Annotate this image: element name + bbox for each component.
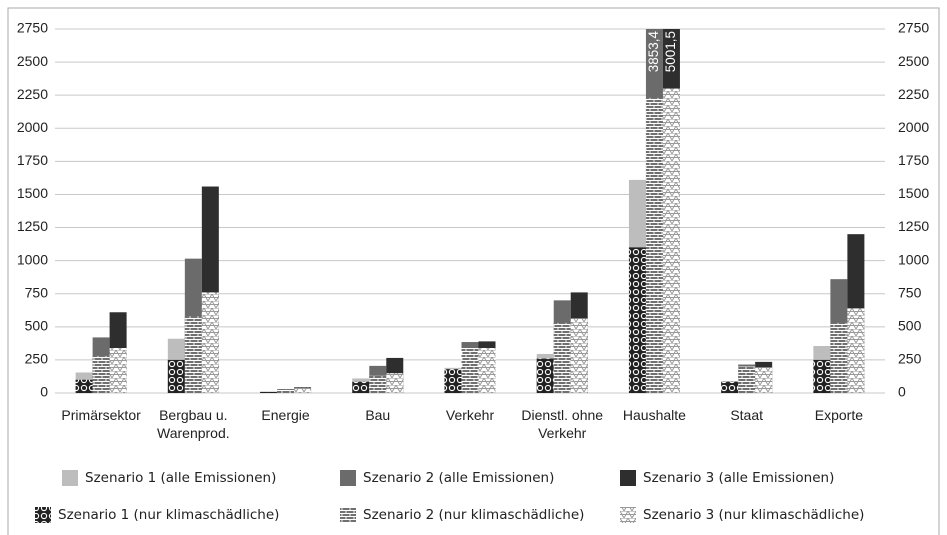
legend-label: Szenario 1 (alle Emissionen): [85, 470, 276, 486]
bar: [628, 247, 646, 393]
legend-swatch: [340, 507, 356, 523]
bar: [461, 347, 479, 393]
y-tick-label: 1250: [17, 218, 48, 234]
y-tick-label: 2250: [17, 86, 48, 102]
bar: [352, 381, 370, 393]
legend-label: Szenario 2 (alle Emissionen): [363, 470, 554, 486]
legend-swatch: [620, 470, 636, 486]
legend-label: Szenario 2 (nur klimaschädliche): [363, 507, 584, 523]
y-tick-label: 2000: [17, 119, 48, 135]
legend-swatch: [62, 470, 78, 486]
value-label: 5001,5: [663, 31, 678, 72]
y-tick-label: 2750: [17, 20, 48, 36]
legend-label: Szenario 3 (nur klimaschädliche): [643, 507, 864, 523]
y-tick-label: 2500: [17, 53, 48, 69]
bar: [662, 88, 680, 393]
y2-tick-label: 2250: [898, 86, 929, 102]
bar: [813, 359, 831, 393]
bar: [553, 322, 571, 393]
legend-swatch: [620, 507, 636, 523]
y2-tick-label: 1000: [898, 251, 929, 267]
legend-label: Szenario 1 (nur klimaschädliche): [58, 507, 279, 523]
value-label: 3853,4: [646, 31, 661, 73]
bar: [536, 358, 554, 393]
y2-tick-label: 2750: [898, 20, 929, 36]
bar: [721, 381, 739, 393]
bar: [260, 391, 278, 393]
bar: [75, 379, 93, 393]
bar: [830, 322, 848, 393]
y-tick-label: 750: [25, 284, 49, 300]
legend-label: Szenario 3 (alle Emissionen): [643, 470, 834, 486]
y2-tick-label: 0: [898, 384, 906, 400]
bar: [645, 97, 663, 393]
bar: [847, 308, 865, 393]
x-tick-label: Energie: [261, 407, 309, 423]
bar: [109, 347, 127, 393]
y-tick-label: 1500: [17, 185, 48, 201]
bar: [201, 292, 219, 393]
x-tick-label: Verkehr: [446, 407, 495, 423]
x-tick-label: Bau: [365, 407, 390, 423]
bar: [386, 373, 404, 393]
y-tick-label: 0: [40, 384, 48, 400]
y-tick-label: 250: [25, 351, 49, 367]
y-tick-label: 1750: [17, 152, 48, 168]
legend-swatch: [340, 470, 356, 486]
x-tick-label: Dienstl. ohne Verkehr: [521, 407, 603, 441]
legend-swatch: [35, 507, 51, 523]
bar: [369, 375, 387, 393]
bar: [277, 389, 295, 393]
frame: [7, 7, 940, 535]
x-tick-label: Exporte: [815, 407, 863, 423]
y-tick-label: 1000: [17, 251, 48, 267]
bar: [167, 359, 185, 393]
bar: [444, 369, 462, 393]
y2-tick-label: 1750: [898, 152, 929, 168]
y2-tick-label: 750: [898, 284, 922, 300]
bar: [184, 316, 202, 393]
bar: [738, 366, 756, 393]
y2-tick-label: 500: [898, 318, 922, 334]
y2-tick-label: 250: [898, 351, 922, 367]
y2-tick-label: 2000: [898, 119, 929, 135]
bar: [755, 367, 773, 393]
x-tick-label: Staat: [730, 407, 763, 423]
x-tick-label: Primärsektor: [61, 407, 141, 423]
x-tick-label: Haushalte: [623, 407, 686, 423]
bar: [478, 347, 496, 393]
y2-tick-label: 2500: [898, 53, 929, 69]
y-tick-label: 500: [25, 318, 49, 334]
bar: [570, 318, 588, 393]
bar: [294, 387, 312, 393]
y2-tick-label: 1250: [898, 218, 929, 234]
bar: [92, 355, 110, 393]
y2-tick-label: 1500: [898, 185, 929, 201]
x-tick-label: Bergbau u. Warenprod.: [157, 407, 230, 441]
